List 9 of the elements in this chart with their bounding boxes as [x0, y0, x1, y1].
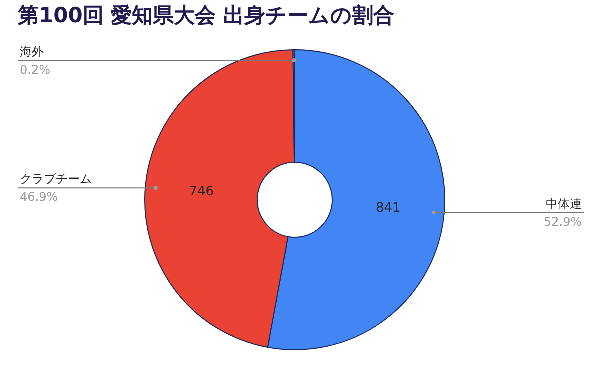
data-label: 841 [376, 201, 401, 216]
text: 52.9% [544, 215, 582, 229]
slice-label: 海外 [20, 45, 44, 59]
data-label: 746 [189, 184, 214, 200]
slice-label: クラブチーム [20, 172, 92, 186]
text: 46.9% [20, 190, 58, 204]
slice-label: 中体連 [546, 197, 582, 211]
text: 0.2% [20, 63, 50, 77]
chart-title: 第100回 愛知県大会 出身チームの割合 [17, 4, 394, 28]
